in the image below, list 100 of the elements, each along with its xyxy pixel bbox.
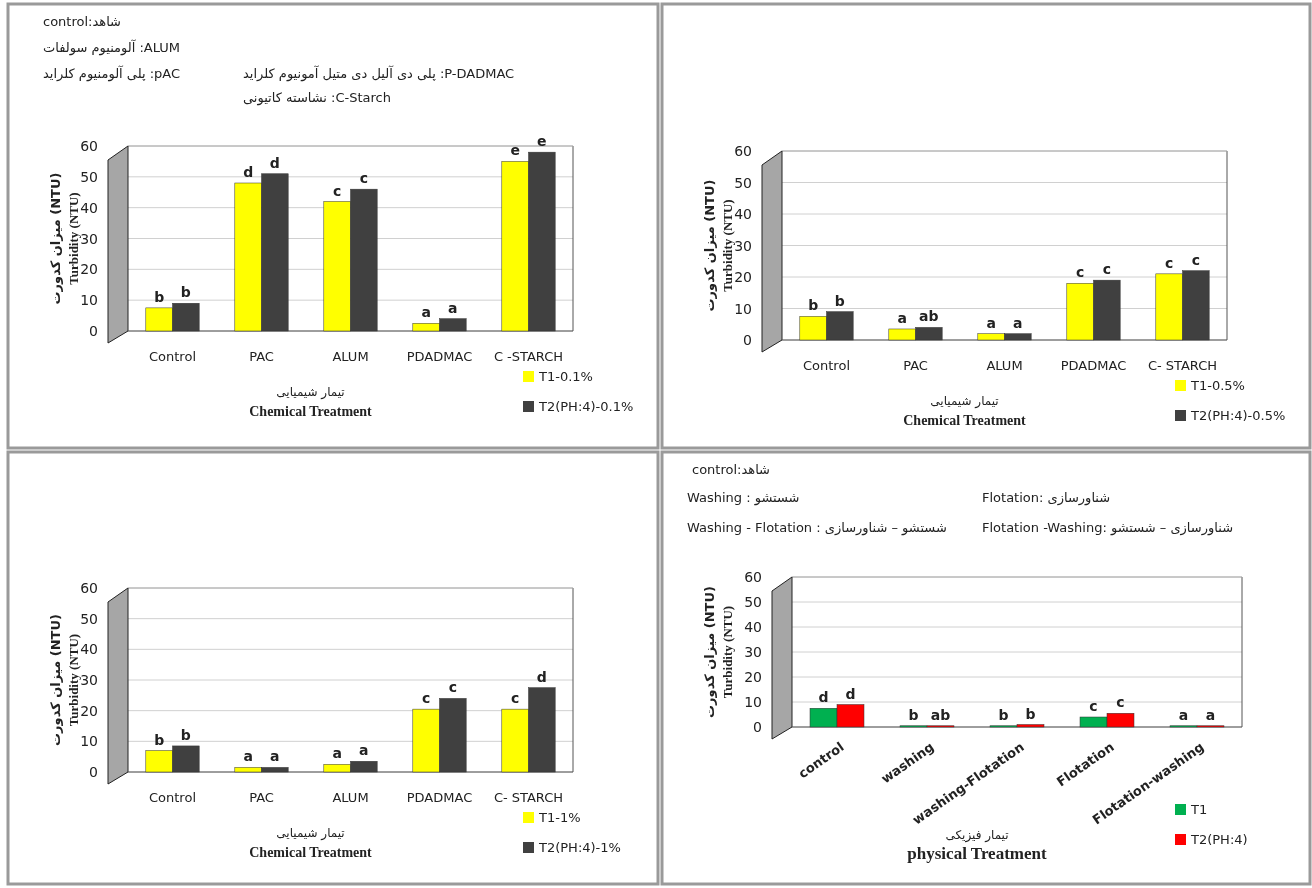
y-tick-label: 60 (80, 138, 98, 154)
data-label: b (154, 731, 165, 748)
y-tick-label: 0 (89, 323, 98, 339)
data-label: c (1089, 698, 1098, 714)
data-label: a (270, 748, 280, 765)
data-label: a (1205, 706, 1216, 723)
legend-label: T1-0.5% (1190, 378, 1245, 393)
legend-label: T1-1% (538, 810, 581, 825)
data-label: b (180, 726, 191, 743)
x-tick-label: ALUM (332, 349, 369, 364)
y-tick-label: 20 (744, 669, 762, 685)
legend-label: T2(PH:4)-0.5% (1190, 408, 1286, 423)
y-tick-label: 50 (80, 168, 98, 185)
text: پلی دی آلیل دی متیل آمونیوم کلراید :P-DADMAC (243, 65, 515, 82)
y-tick-label: 10 (744, 694, 762, 710)
y-tick-label: 60 (734, 143, 752, 159)
y-tick-label: 50 (80, 610, 98, 627)
data-label: a (421, 304, 431, 321)
legend-label: T1-0.1% (538, 369, 593, 384)
data-label: c (421, 690, 431, 707)
y-tick-label: 10 (80, 733, 98, 750)
y-tick-label: 20 (80, 261, 98, 278)
x-tick-label: PDADMAC (406, 790, 473, 805)
data-label: d (269, 154, 280, 171)
data-label: ab (930, 706, 951, 723)
data-label: d (536, 668, 547, 685)
y-tick-label: 50 (734, 174, 752, 191)
data-label: c (448, 679, 458, 696)
x-tick-label: PDADMAC (406, 349, 473, 364)
data-label: c (1164, 254, 1174, 271)
text: Washing - Flotation : شستشو – شناورسازی (687, 520, 947, 536)
text: آلومنیوم سولفات :ALUM (43, 39, 181, 56)
text: Flotation: شناورسازی (982, 490, 1111, 506)
y-tick-label: 0 (743, 332, 752, 348)
text: control:شاهد (692, 462, 770, 477)
y-tick-label: 40 (734, 206, 752, 222)
x-tick-label: C- STARCH (493, 790, 564, 805)
y-tick-label: 40 (744, 619, 762, 635)
text: پلی آلومنیوم کلراید :pAC (43, 65, 181, 82)
y-tick-label: 30 (80, 672, 98, 688)
data-label: d (243, 164, 254, 180)
data-label: b (834, 292, 845, 309)
y-tick-label: 40 (80, 641, 98, 658)
data-label: d (845, 685, 856, 702)
data-label: c (1102, 261, 1112, 278)
data-label: a (1013, 314, 1023, 331)
y-tick-label: 20 (734, 269, 752, 285)
text: Flotation -Washing: شناورسازی – شستشو (982, 520, 1234, 536)
x-tick-label: Control (149, 790, 196, 805)
y-tick-label: 10 (80, 292, 98, 309)
x-tick-label: PDADMAC (1060, 358, 1127, 373)
data-label: b (808, 297, 819, 314)
text: Washing : شستشو (687, 490, 800, 506)
legend-label: T2(PH:4)-0.1% (538, 399, 634, 414)
y-tick-label: 60 (80, 580, 98, 596)
data-label: a (332, 745, 342, 762)
data-label: c (359, 170, 369, 187)
data-label: b (154, 288, 165, 305)
y-tick-label: 10 (734, 300, 752, 317)
data-label: c (1075, 264, 1085, 281)
x-tick-label: ALUM (332, 790, 369, 805)
data-label: c (332, 182, 342, 199)
data-label: a (897, 309, 907, 326)
y-tick-label: 60 (744, 569, 762, 585)
data-label: b (1025, 705, 1036, 722)
y-tick-label: 40 (80, 199, 98, 216)
y-tick-label: 0 (89, 764, 98, 780)
y-tick-label: 0 (753, 719, 762, 735)
x-tick-label: PAC (903, 358, 928, 373)
x-tick-label: PAC (249, 349, 274, 364)
x-tick-label: C -STARCH (493, 349, 564, 364)
x-tick-label: Control (149, 349, 196, 364)
data-label: e (537, 133, 547, 150)
data-label: a (243, 748, 253, 765)
data-label: c (1191, 251, 1201, 268)
data-label: b (908, 706, 919, 723)
legend-label: T2(PH:4)-1% (538, 840, 621, 855)
legend-label: T2(PH:4) (1190, 832, 1248, 847)
text: control:شاهد (43, 14, 121, 29)
x-tick-label: C- STARCH (1147, 358, 1218, 373)
y-tick-label: 50 (744, 594, 762, 610)
data-label: c (510, 690, 520, 707)
data-label: b (998, 706, 1009, 723)
y-tick-label: 30 (734, 237, 752, 254)
data-label: e (510, 142, 520, 159)
data-label: b (180, 284, 191, 301)
data-label: a (986, 314, 996, 331)
x-tick-label: ALUM (986, 358, 1023, 373)
text: نشاسته کاتیونی :C-Starch (243, 90, 392, 106)
data-label: a (448, 299, 458, 316)
y-tick-label: 30 (80, 230, 98, 247)
data-label: d (818, 689, 829, 706)
y-tick-label: 30 (744, 644, 762, 660)
data-label: a (1178, 706, 1189, 723)
data-label: c (1116, 694, 1125, 711)
x-tick-label: Control (803, 358, 850, 373)
data-label: a (359, 742, 369, 759)
x-tick-label: PAC (249, 790, 274, 805)
y-tick-label: 20 (80, 702, 98, 719)
data-label: ab (919, 308, 939, 325)
